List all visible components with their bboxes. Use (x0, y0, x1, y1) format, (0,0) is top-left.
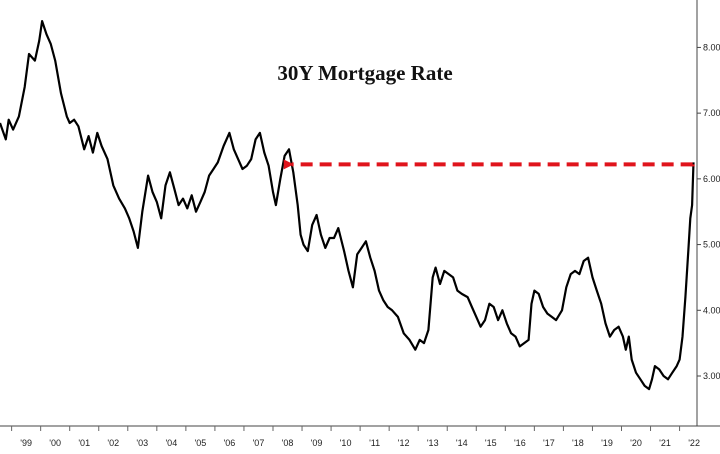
y-tick-label: 5.00 (703, 240, 720, 250)
x-tick-label: '00 (49, 438, 61, 448)
x-tick-label: '03 (136, 438, 148, 448)
x-tick-label: '14 (456, 438, 468, 448)
x-tick-label: '20 (630, 438, 642, 448)
y-tick-label: 3.00 (703, 371, 720, 381)
x-tick-label: '22 (688, 438, 700, 448)
x-tick-label: '11 (369, 438, 380, 448)
x-tick-label: '12 (398, 438, 410, 448)
y-tick-label: 4.00 (703, 305, 720, 315)
x-tick-label: '10 (340, 438, 352, 448)
x-tick-label: '99 (20, 438, 32, 448)
series-line-0 (0, 20, 695, 391)
x-tick-label: '05 (195, 438, 207, 448)
chart-title: 30Y Mortgage Rate (277, 61, 452, 85)
y-tick-label: 7.00 (703, 108, 720, 118)
x-tick-label: '07 (253, 438, 265, 448)
x-tick-label: '16 (514, 438, 526, 448)
x-tick-label: '08 (282, 438, 294, 448)
x-tick-label: '01 (78, 438, 90, 448)
x-tick-label: '15 (485, 438, 497, 448)
x-tick-label: '13 (427, 438, 439, 448)
x-tick-label: '18 (572, 438, 584, 448)
x-tick-label: '02 (107, 438, 119, 448)
x-tick-label: '19 (601, 438, 613, 448)
y-tick-label: 6.00 (703, 174, 720, 184)
x-tick-label: '21 (659, 438, 671, 448)
annotation-layer (283, 159, 695, 170)
x-tick-label: '09 (311, 438, 323, 448)
x-tick-label: '06 (224, 438, 236, 448)
x-tick-label: '17 (543, 438, 555, 448)
x-tick-label: '04 (165, 438, 177, 448)
line-layer (0, 20, 695, 391)
y-tick-label: 8.00 (703, 42, 720, 52)
